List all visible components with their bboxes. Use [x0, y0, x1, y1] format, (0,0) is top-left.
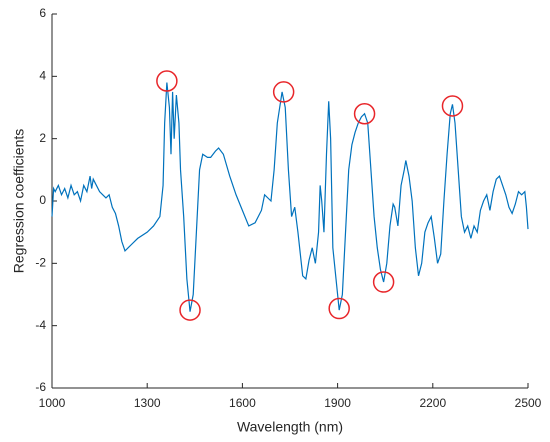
- x-tick-label: 1900: [324, 396, 351, 410]
- y-axis-label: Regression coefficients: [11, 129, 27, 273]
- y-tick-label: 4: [39, 69, 46, 83]
- x-tick-label: 2500: [515, 396, 542, 410]
- x-tick-label: 1300: [134, 396, 161, 410]
- highlight-circle: [372, 271, 395, 293]
- x-tick-label: 2200: [419, 396, 446, 410]
- y-tick-label: -4: [35, 318, 46, 332]
- y-tick-label: 2: [39, 131, 46, 145]
- data-line: [51, 82, 529, 312]
- highlight-circle: [353, 102, 376, 125]
- highlight-circle: [156, 70, 178, 92]
- y-tick-label: -2: [35, 256, 46, 270]
- highlight-circle: [328, 297, 350, 320]
- x-tick-label: 1000: [39, 396, 66, 410]
- y-tick-label: -6: [35, 380, 46, 394]
- x-tick-label: 1600: [229, 396, 256, 410]
- y-tick-label: 0: [39, 193, 46, 207]
- x-axis-label: Wavelength (nm): [237, 419, 343, 435]
- highlight-circle: [441, 95, 464, 117]
- y-tick-label: 6: [39, 6, 46, 20]
- highlight-circle: [179, 299, 201, 321]
- highlight-circle: [272, 81, 295, 103]
